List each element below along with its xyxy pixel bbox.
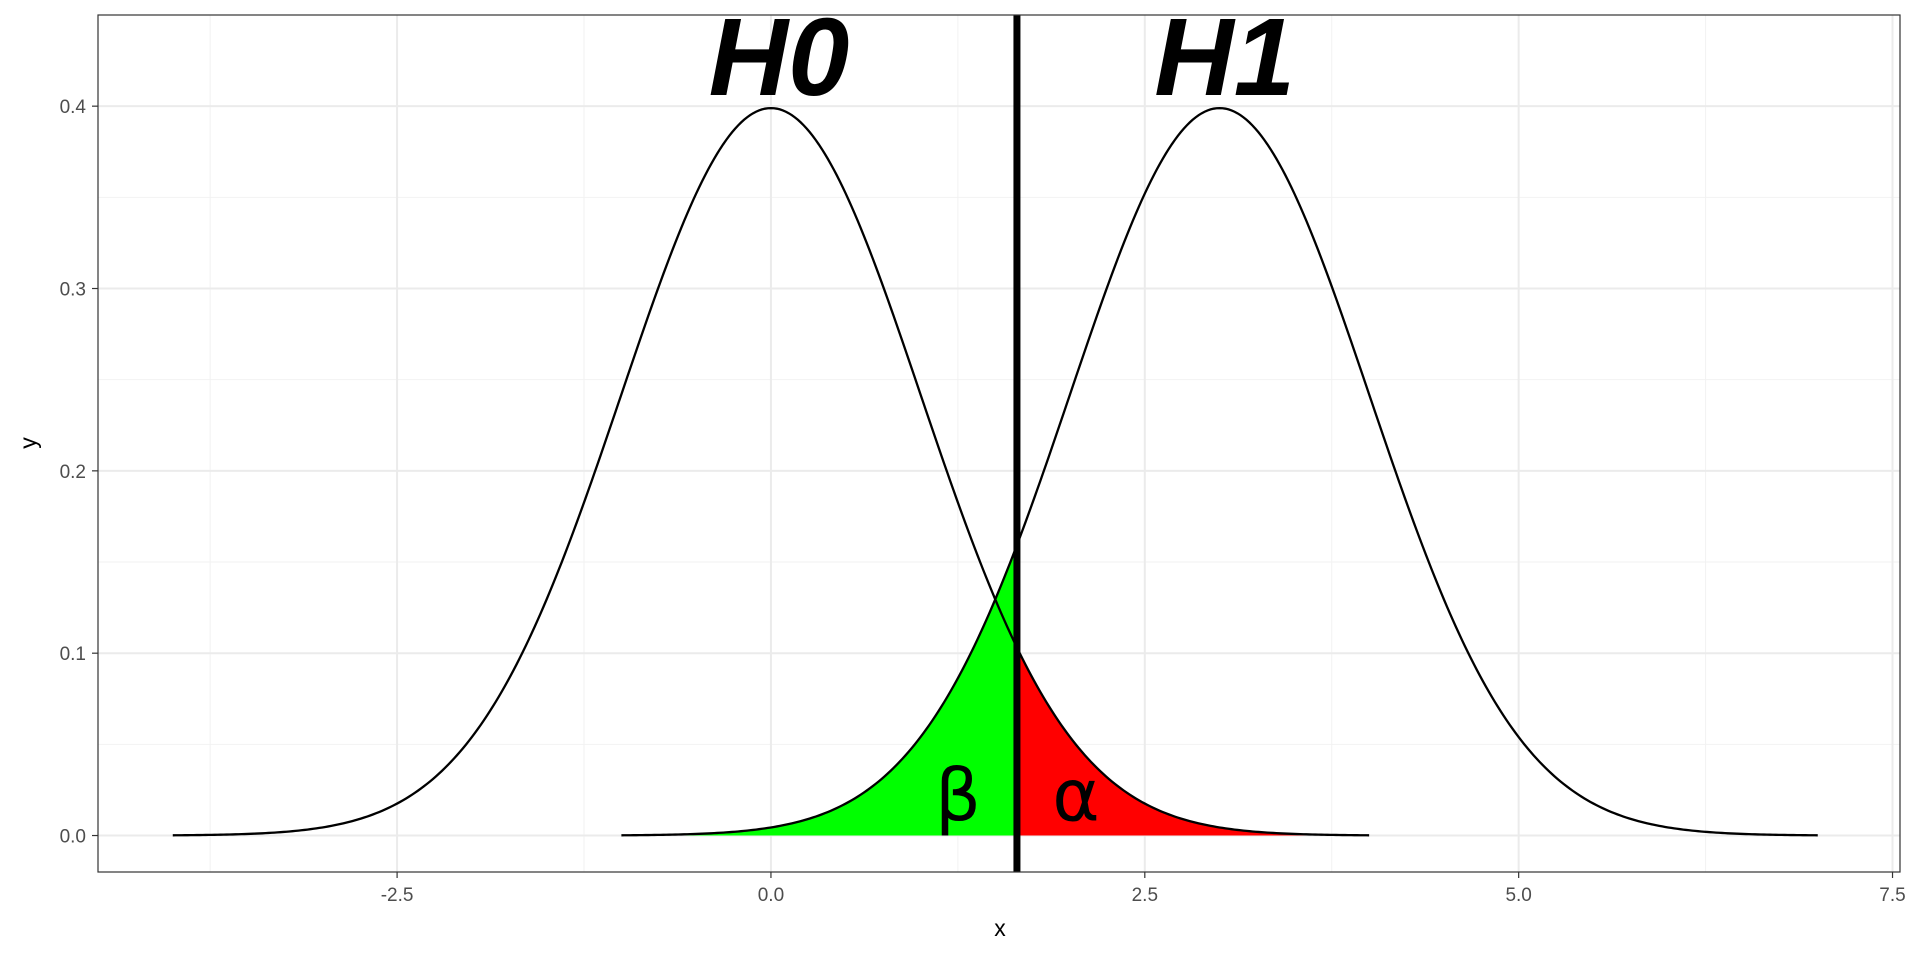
density-curve-h0 — [172, 106, 1370, 837]
y-tick-label: 0.1 — [60, 644, 86, 665]
grid — [98, 15, 1900, 872]
x-tick-label: 7.5 — [1879, 885, 1905, 906]
shaded-regions — [621, 545, 1370, 836]
x-tick-label: 5.0 — [1505, 885, 1531, 906]
x-axis: -2.5 0.0 2.5 5.0 7.5 — [381, 872, 1906, 906]
y-axis-title: y — [15, 437, 41, 449]
h0-label: H0 — [709, 0, 850, 119]
x-axis-title: x — [994, 915, 1006, 941]
x-tick-label: 0.0 — [758, 885, 784, 906]
shaded-region-alpha — [1016, 647, 1370, 836]
shaded-region-beta — [621, 545, 1017, 836]
y-tick-label: 0.3 — [60, 280, 86, 301]
y-tick-label: 0.4 — [60, 97, 87, 118]
h1-label: H1 — [1154, 0, 1295, 119]
beta-label: β — [935, 754, 981, 838]
x-tick-label: -2.5 — [381, 885, 414, 906]
annotations: H0 H1 β α — [709, 0, 1295, 838]
panel-border — [97, 14, 1901, 873]
x-tick-label: 2.5 — [1132, 885, 1158, 906]
y-tick-label: 0.0 — [60, 827, 86, 848]
alpha-label: α — [1052, 754, 1099, 838]
y-tick-label: 0.2 — [60, 462, 86, 483]
density-curves — [172, 106, 1818, 837]
density-curve-h1 — [621, 106, 1818, 837]
y-axis: 0.0 0.1 0.2 0.3 0.4 — [60, 97, 98, 848]
